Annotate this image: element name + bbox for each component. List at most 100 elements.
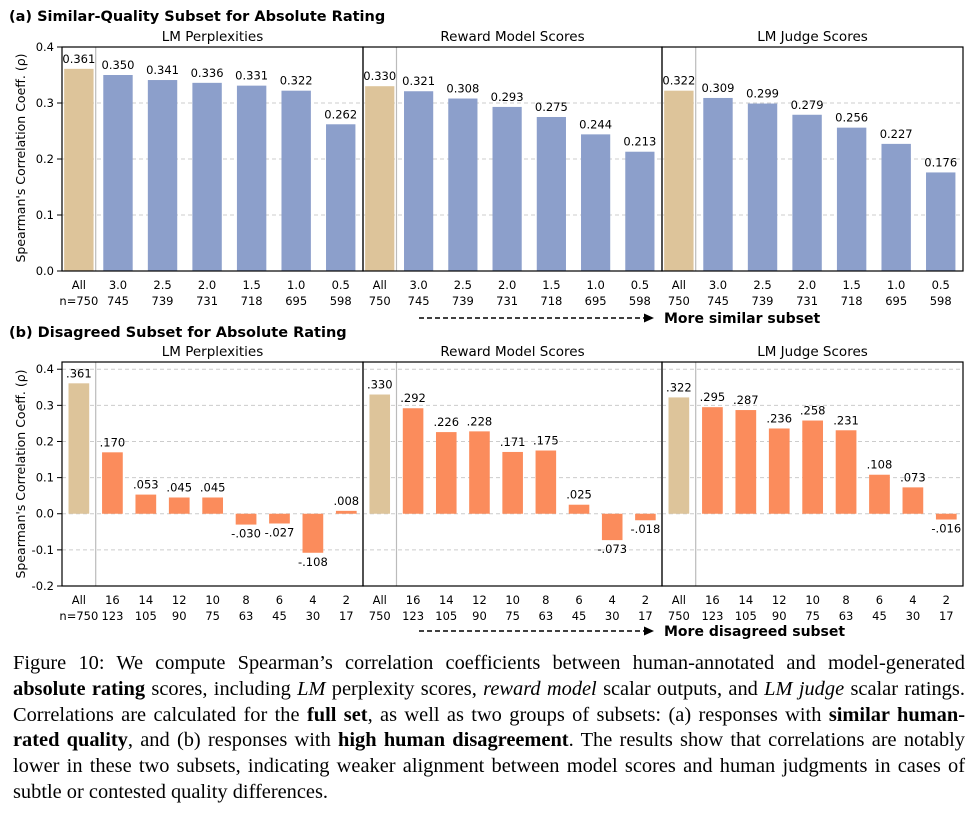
bar-value-label: -.016: [931, 522, 961, 536]
bar-value-label: -.108: [298, 555, 328, 569]
x-count-label: 123: [402, 609, 424, 623]
bar-value-label: 0.336: [191, 66, 224, 80]
y-tick-label: 0.2: [36, 434, 54, 448]
x-tick-label: 6: [276, 593, 283, 607]
x-tick-label: All: [672, 593, 686, 607]
bar: [535, 450, 557, 514]
x-tick-label: 8: [242, 593, 249, 607]
x-count-label: 63: [539, 609, 554, 623]
x-tick-label: 2: [943, 593, 950, 607]
bar-value-label: .226: [433, 415, 459, 429]
x-tick-label: 1.5: [242, 278, 260, 292]
panel-title: LM Judge Scores: [757, 29, 868, 45]
x-count-label: 105: [435, 609, 457, 623]
x-tick-label: 2.5: [153, 278, 171, 292]
bar: [835, 430, 857, 514]
panel-frame: [661, 361, 964, 587]
x-count-label: n=750: [59, 294, 98, 308]
x-tick-label: 0.5: [932, 278, 950, 292]
bar-value-label: .292: [400, 391, 426, 405]
bar: [335, 510, 357, 514]
x-tick-label: 16: [105, 593, 120, 607]
bar: [768, 428, 790, 514]
caption-text: , and (b) responses with: [127, 729, 331, 752]
x-count-label: 739: [752, 294, 774, 308]
bar: [492, 106, 522, 271]
x-count-label: 90: [772, 609, 787, 623]
bar-value-label: 0.244: [579, 117, 612, 131]
bar: [703, 97, 733, 272]
caption-text: . The results show that correlations are…: [13, 729, 966, 803]
bar-value-label: .025: [566, 488, 592, 502]
y-tick-label: 0.3: [36, 398, 54, 412]
caption-bold-similar-quality: similar human-rated quality: [13, 703, 965, 752]
bar-value-label: .295: [700, 390, 726, 404]
bar-value-label: .228: [467, 414, 493, 428]
bar: [236, 85, 267, 271]
x-count-label: 105: [135, 609, 157, 623]
x-tick-label: All: [373, 593, 387, 607]
bar: [369, 394, 391, 514]
bar-value-label: .361: [66, 366, 92, 380]
bar-value-label: 0.341: [146, 63, 179, 77]
panel-frame: [661, 46, 964, 272]
x-count-label: 695: [285, 294, 307, 308]
x-tick-label: 1.5: [542, 278, 560, 292]
row-title: (a) Similar-Quality Subset for Absolute …: [9, 9, 385, 25]
bar: [802, 420, 824, 514]
subset-arrow-head: [644, 313, 654, 323]
x-tick-label: 16: [705, 593, 720, 607]
caption-figure-label: Figure 10:: [13, 652, 105, 674]
y-tick-label: -0.2: [32, 579, 54, 593]
bar: [536, 117, 566, 271]
x-tick-label: 10: [805, 593, 820, 607]
y-tick-label: 0.0: [36, 507, 54, 521]
x-count-label: 17: [638, 609, 653, 623]
x-count-label: 745: [707, 294, 729, 308]
bar-value-label: .236: [766, 411, 792, 425]
caption-italic-lm: LM: [297, 677, 326, 700]
bar: [902, 487, 924, 514]
panel-title: Reward Model Scores: [440, 29, 584, 45]
bar-value-label: 0.321: [402, 74, 435, 88]
y-tick-label: 0.0: [36, 264, 54, 278]
bar: [269, 513, 290, 524]
bar-value-label: 0.293: [491, 90, 524, 104]
x-tick-label: All: [373, 278, 387, 292]
x-count-label: 750: [668, 294, 690, 308]
bar: [281, 90, 311, 272]
bar-value-label: .045: [200, 480, 226, 494]
bar: [568, 504, 590, 514]
x-count-label: 90: [472, 609, 487, 623]
x-tick-label: 2.0: [798, 278, 816, 292]
x-count-label: 75: [805, 609, 820, 623]
x-tick-label: 12: [472, 593, 487, 607]
x-count-label: 63: [839, 609, 854, 623]
x-count-label: 739: [152, 294, 174, 308]
bar-value-label: 0.361: [62, 52, 95, 66]
bar: [869, 474, 890, 514]
bar: [147, 80, 178, 271]
bar: [202, 497, 224, 514]
bar-value-label: .231: [833, 413, 859, 427]
x-tick-label: 14: [139, 593, 154, 607]
x-tick-label: 12: [772, 593, 787, 607]
bar-value-label: 0.299: [746, 87, 779, 101]
x-count-label: 695: [585, 294, 607, 308]
bar-value-label: .322: [666, 380, 692, 394]
panel-title: LM Perplexities: [162, 29, 264, 45]
bar-value-label: -.018: [631, 522, 661, 536]
y-axis-label: Spearman's Correlation Coeff. (ρ): [13, 369, 28, 578]
x-tick-label: 3.0: [109, 278, 127, 292]
y-tick-label: 0.1: [36, 208, 54, 222]
bar-value-label: .175: [533, 434, 559, 448]
bar: [926, 172, 956, 271]
x-tick-label: 3.0: [709, 278, 727, 292]
x-count-label: 750: [369, 609, 391, 623]
bar-value-label: .287: [733, 393, 759, 407]
bar: [435, 432, 457, 514]
bar: [68, 383, 90, 514]
x-count-label: 123: [101, 609, 123, 623]
y-tick-label: 0.3: [36, 96, 54, 110]
x-tick-label: 4: [909, 593, 916, 607]
